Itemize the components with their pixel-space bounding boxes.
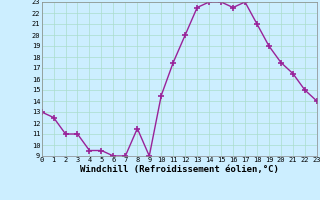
X-axis label: Windchill (Refroidissement éolien,°C): Windchill (Refroidissement éolien,°C) xyxy=(80,165,279,174)
